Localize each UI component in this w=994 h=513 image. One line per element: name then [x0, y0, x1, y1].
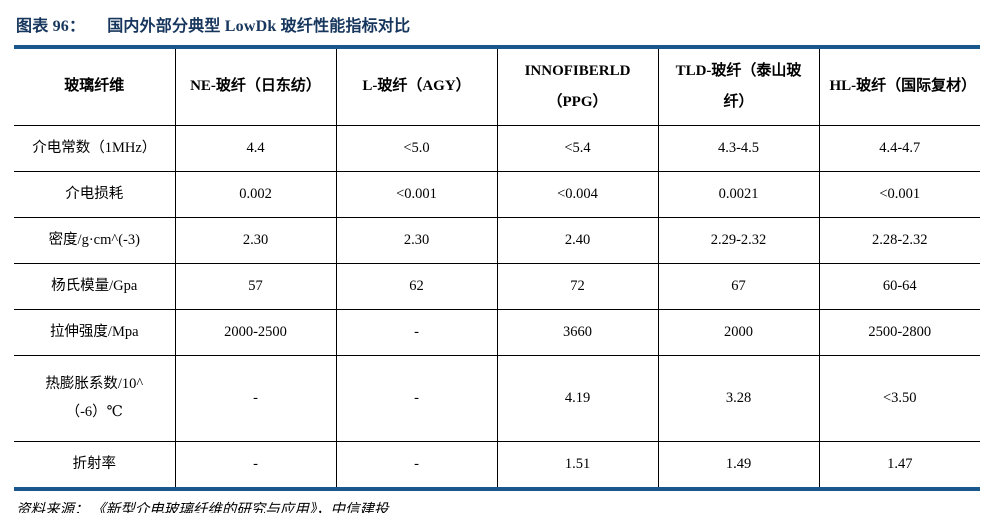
cell-value: - [174, 441, 337, 487]
table-body: 介电常数（1MHz） 4.4 <5.0 <5.4 4.3-4.5 4.4-4.7… [14, 125, 980, 487]
table-header: 玻璃纤维 NE-玻纤（日东纺） L-玻纤（AGY） INNOFIBERLD（PP… [14, 49, 980, 126]
table-row: 杨氏模量/Gpa 57 62 72 67 60-64 [14, 263, 980, 310]
cell-value: 57 [174, 263, 337, 310]
row-label: 介电常数（1MHz） [14, 125, 176, 172]
cell-value: 2.30 [174, 217, 337, 264]
table-row: 折射率 - - 1.51 1.49 1.47 [14, 441, 980, 487]
report-figure-block: 图表 96： 国内外部分典型 LowDk 玻纤性能指标对比 玻璃纤维 NE-玻纤（… [14, 0, 980, 513]
row-label: 杨氏模量/Gpa [14, 263, 176, 310]
cell-value: 0.0021 [657, 171, 820, 218]
cell-value: - [335, 441, 498, 487]
cell-value: - [335, 309, 498, 356]
cell-value: - [174, 355, 337, 442]
cell-value: <5.4 [496, 125, 659, 172]
cell-value: <5.0 [335, 125, 498, 172]
cell-value: <0.004 [496, 171, 659, 218]
cell-value: - [335, 355, 498, 442]
top-rule [14, 45, 980, 49]
table-row: 拉伸强度/Mpa 2000-2500 - 3660 2000 2500-2800 [14, 309, 980, 356]
cell-value: 4.4-4.7 [818, 125, 980, 172]
cell-value: <0.001 [818, 171, 980, 218]
column-header-l: L-玻纤（AGY） [335, 49, 498, 126]
cell-value: 60-64 [818, 263, 980, 310]
cell-value: 2.28-2.32 [818, 217, 980, 264]
column-header-fiber: 玻璃纤维 [14, 49, 176, 126]
cell-value: 72 [496, 263, 659, 310]
table-row: 介电常数（1MHz） 4.4 <5.0 <5.4 4.3-4.5 4.4-4.7 [14, 125, 980, 172]
figure-title-text: 国内外部分典型 LowDk 玻纤性能指标对比 [107, 18, 411, 35]
source-line: 资料来源： 《新型介电玻璃纤维的研究与应用》，中信建投 [16, 498, 980, 513]
column-header-hl: HL-玻纤（国际复材） [818, 49, 980, 126]
cell-value: 3.28 [657, 355, 820, 442]
table-header-row: 玻璃纤维 NE-玻纤（日东纺） L-玻纤（AGY） INNOFIBERLD（PP… [14, 49, 980, 126]
cell-value: 2.30 [335, 217, 498, 264]
cell-value: 4.19 [496, 355, 659, 442]
cell-value: 4.3-4.5 [657, 125, 820, 172]
cell-value: 2000 [657, 309, 820, 356]
source-label: 资料来源： [16, 502, 89, 513]
column-header-ne: NE-玻纤（日东纺） [174, 49, 337, 126]
bottom-rule [14, 487, 980, 491]
cell-value: 2.40 [496, 217, 659, 264]
table-row: 热膨胀系数/10^（-6）℃ - - 4.19 3.28 <3.50 [14, 355, 980, 442]
cell-value: 67 [657, 263, 820, 310]
cell-value: 4.4 [174, 125, 337, 172]
cell-value: 62 [335, 263, 498, 310]
cell-value: <3.50 [818, 355, 980, 442]
column-header-innofiberld: INNOFIBERLD（PPG） [496, 49, 659, 126]
cell-value: 1.47 [818, 441, 980, 487]
row-label: 介电损耗 [14, 171, 176, 218]
source-text: 《新型介电玻璃纤维的研究与应用》，中信建投 [98, 502, 389, 513]
cell-value: 1.49 [657, 441, 820, 487]
row-label: 热膨胀系数/10^（-6）℃ [14, 355, 176, 442]
cell-value: 1.51 [496, 441, 659, 487]
cell-value: 3660 [496, 309, 659, 356]
row-label: 密度/g·cm^(-3) [14, 217, 176, 264]
lowdk-comparison-table: 玻璃纤维 NE-玻纤（日东纺） L-玻纤（AGY） INNOFIBERLD（PP… [14, 49, 980, 487]
figure-title: 图表 96： 国内外部分典型 LowDk 玻纤性能指标对比 [16, 12, 980, 36]
figure-number-label: 图表 96： [16, 18, 86, 35]
table-row: 密度/g·cm^(-3) 2.30 2.30 2.40 2.29-2.32 2.… [14, 217, 980, 264]
cell-value: 2500-2800 [818, 309, 980, 356]
row-label: 拉伸强度/Mpa [14, 309, 176, 356]
cell-value: <0.001 [335, 171, 498, 218]
cell-value: 2000-2500 [174, 309, 337, 356]
cell-value: 2.29-2.32 [657, 217, 820, 264]
column-header-tld: TLD-玻纤（泰山玻纤） [657, 49, 820, 126]
row-label: 折射率 [14, 441, 176, 487]
table-row: 介电损耗 0.002 <0.001 <0.004 0.0021 <0.001 [14, 171, 980, 218]
cell-value: 0.002 [174, 171, 337, 218]
